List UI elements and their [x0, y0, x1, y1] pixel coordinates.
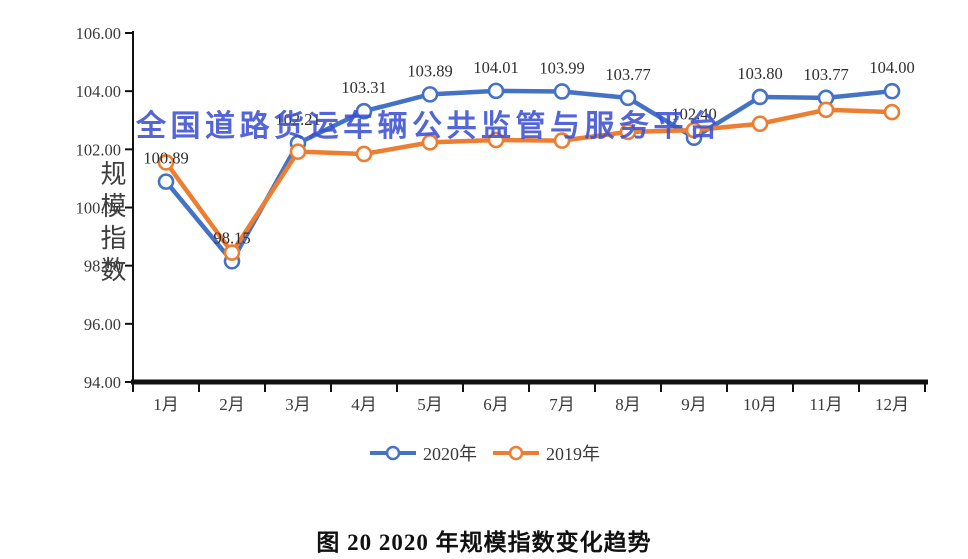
- data-point-2020年-8月: [619, 89, 637, 107]
- data-label: 100.89: [143, 149, 188, 168]
- data-point-2019年-10月: [751, 115, 769, 133]
- legend-item-2020: 2020年: [368, 440, 477, 466]
- data-point-2019年-9月: [685, 121, 703, 139]
- data-label: 103.89: [407, 61, 452, 80]
- data-point-2019年-7月: [553, 132, 571, 149]
- data-label: 103.99: [539, 58, 584, 77]
- data-point-2019年-12月: [883, 103, 901, 121]
- x-tick-label: 11月: [809, 395, 842, 414]
- data-label: 103.31: [341, 78, 386, 97]
- data-point-2019年-1月: [157, 154, 175, 171]
- legend-swatch-line-icon: [493, 445, 539, 461]
- data-label: 102.40: [671, 105, 716, 124]
- y-tick-label: 100.00: [76, 199, 121, 218]
- legend-swatch-line-icon: [370, 445, 416, 461]
- x-tick-label: 7月: [549, 395, 575, 414]
- y-tick-label: 106.00: [76, 24, 121, 43]
- x-tick-label: 1月: [153, 395, 179, 414]
- data-point-2019年-8月: [619, 123, 637, 141]
- legend-label-2020: 2020年: [423, 444, 477, 464]
- y-axis-title: 规模指数: [97, 160, 126, 288]
- data-point-2019年-4月: [355, 145, 373, 163]
- data-point-2020年-1月: [157, 173, 175, 190]
- x-tick-label: 8月: [615, 395, 641, 414]
- y-tick-label: 96.00: [84, 315, 121, 334]
- series-line-2019年: [163, 107, 895, 255]
- line-chart-canvas: 106.00 104.00 102.00 100.00 98.00 96.00 94.00 1…: [76, 24, 928, 414]
- data-label: 102.21: [275, 110, 320, 129]
- data-point-2020年-12月: [883, 82, 901, 100]
- figure-caption: 图 20 2020 年规模指数变化趋势: [316, 530, 652, 555]
- y-tick-label: 98.00: [84, 257, 121, 276]
- y-tick-label: 104.00: [76, 82, 121, 101]
- x-tick-label: 2月: [219, 395, 245, 414]
- x-tick-label: 9月: [681, 395, 707, 414]
- data-point-2019年-2月: [223, 244, 241, 261]
- y-tick-label: 94.00: [84, 373, 121, 392]
- data-point-2019年-5月: [421, 134, 439, 151]
- data-point-2020年-4月: [355, 102, 373, 120]
- data-point-2020年-6月: [487, 82, 505, 100]
- x-tick-label: 12月: [875, 395, 909, 414]
- data-point-2020年-5月: [421, 86, 439, 103]
- data-point-2019年-3月: [289, 143, 307, 160]
- data-label: 103.77: [605, 65, 650, 84]
- x-tick-label: 5月: [417, 395, 443, 414]
- data-point-2019年-11月: [817, 101, 835, 119]
- data-point-2019年-6月: [487, 131, 505, 149]
- x-tick-label: 6月: [483, 395, 509, 414]
- x-tick-label: 10月: [743, 395, 777, 414]
- data-label: 103.80: [737, 64, 782, 83]
- x-tick-label: 3月: [285, 395, 311, 414]
- data-point-2020年-7月: [553, 83, 571, 100]
- data-label: 104.01: [473, 58, 518, 77]
- chart-legend: 2020年 2019年: [0, 442, 968, 464]
- data-label: 98.15: [213, 228, 250, 247]
- y-tick-label: 102.00: [76, 140, 121, 159]
- data-label: 103.77: [803, 65, 848, 84]
- legend-item-2019: 2019年: [491, 440, 600, 466]
- x-tick-label: 4月: [351, 395, 377, 414]
- data-point-2020年-10月: [751, 88, 769, 106]
- series-line-2020年: [163, 88, 895, 264]
- data-label: 104.00: [869, 58, 914, 77]
- legend-label-2019: 2019年: [546, 444, 600, 464]
